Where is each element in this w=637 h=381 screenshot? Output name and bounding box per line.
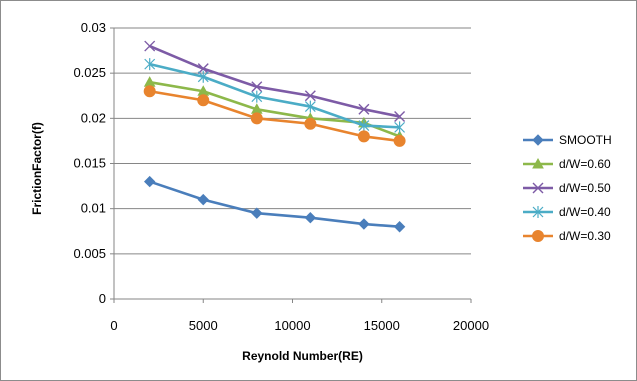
data-point — [143, 175, 156, 188]
series-smooth — [143, 175, 406, 233]
data-point — [394, 121, 406, 134]
data-point — [251, 207, 263, 219]
y-tick-labels: 0 0.005 0.01 0.015 0.02 0.025 0.03 — [73, 20, 114, 306]
legend-marker — [532, 206, 544, 218]
data-point — [143, 85, 156, 98]
data-point — [250, 112, 263, 125]
data-point — [197, 63, 209, 75]
x-axis-title: Reynold Number(RE) — [242, 349, 363, 363]
data-point — [393, 221, 406, 233]
x-tick-label: 5000 — [189, 318, 218, 333]
y-tick-label: 0 — [99, 291, 106, 306]
data-point — [393, 134, 406, 147]
series-line — [149, 62, 400, 129]
y-tick-label: 0.02 — [81, 110, 106, 125]
legend-label: d/W=0.50 — [559, 181, 611, 195]
data-point — [394, 111, 406, 123]
data-point — [197, 94, 210, 107]
x-tick-label: 10000 — [274, 318, 310, 333]
gridlines — [114, 27, 471, 255]
legend-label: d/W=0.30 — [559, 229, 611, 243]
data-point — [358, 103, 370, 115]
x-tick-label: 15000 — [364, 318, 400, 333]
data-point — [358, 119, 370, 132]
legend-marker — [532, 157, 544, 169]
data-point — [197, 193, 209, 206]
y-tick-label: 0.01 — [81, 201, 106, 216]
series-d-w-0-40 — [144, 58, 406, 134]
data-point — [144, 58, 156, 71]
data-point — [197, 70, 209, 83]
legend-marker — [532, 134, 544, 146]
legend-item: d/W=0.60 — [523, 157, 611, 171]
data-point — [251, 90, 263, 103]
x-tick-labels: 0 5000 10000 15000 20000 — [110, 299, 489, 333]
data-point — [304, 100, 316, 113]
legend-item: d/W=0.30 — [523, 229, 611, 243]
y-axis-title: FrictionFactor(f) — [30, 122, 44, 215]
series-d-w-0-30 — [143, 85, 406, 147]
data-point — [304, 117, 317, 130]
legend-label: d/W=0.40 — [559, 205, 611, 219]
legend-item: d/W=0.40 — [523, 205, 611, 219]
y-tick-label: 0.025 — [73, 65, 106, 80]
y-tick-label: 0.015 — [73, 156, 106, 171]
legend-label: SMOOTH — [559, 133, 612, 147]
legend-item: SMOOTH — [523, 133, 612, 147]
series-line — [149, 44, 400, 118]
x-tick-label: 0 — [110, 318, 117, 333]
data-point — [358, 218, 370, 230]
data-point — [357, 130, 370, 143]
legend-marker — [532, 182, 544, 194]
legend-label: d/W=0.60 — [559, 157, 611, 171]
legend: SMOOTH d/W=0.60 d/W=0.50 d/W=0.40 d/W=0.30 — [523, 133, 612, 243]
y-tick-label: 0.005 — [73, 246, 106, 261]
data-point — [251, 81, 263, 93]
x-tick-label: 20000 — [453, 318, 489, 333]
series-d-w-0-50 — [144, 40, 406, 123]
data-point — [144, 40, 156, 52]
data-point — [304, 211, 317, 224]
legend-item: d/W=0.50 — [523, 181, 611, 195]
data-point — [304, 90, 316, 102]
legend-marker — [532, 230, 544, 242]
series-line — [149, 180, 400, 229]
y-tick-label: 0.03 — [81, 20, 106, 35]
